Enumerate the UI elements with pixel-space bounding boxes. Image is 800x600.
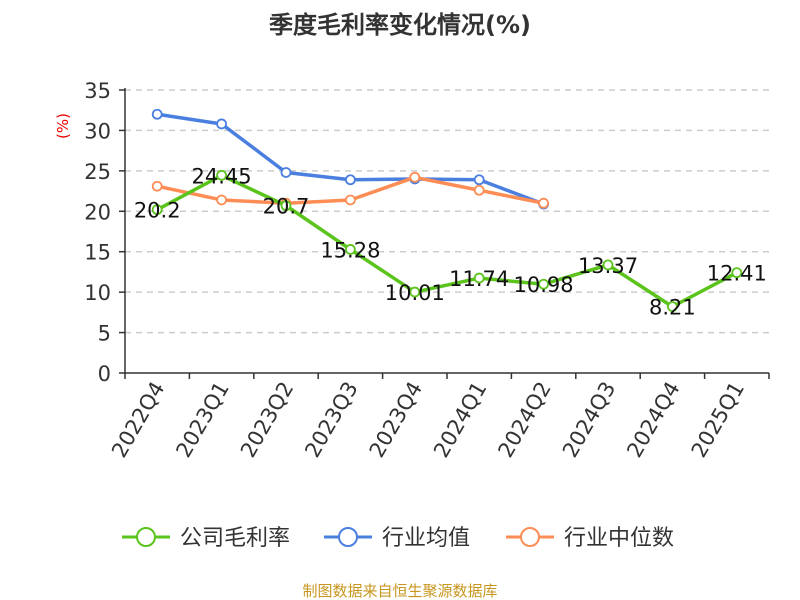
data-point — [151, 108, 163, 120]
data-point — [151, 204, 163, 216]
data-point — [216, 194, 228, 206]
data-label: 11.74 — [449, 267, 509, 291]
data-label: 20.2 — [134, 199, 181, 223]
y-tick-label: 5 — [98, 322, 111, 346]
legend-marker — [520, 527, 540, 547]
y-tick-label: 30 — [84, 119, 111, 143]
x-tick-label: 2023Q2 — [236, 378, 298, 462]
data-point — [473, 272, 485, 284]
data-point — [409, 286, 421, 298]
data-label: 13.37 — [578, 254, 638, 278]
x-tick-label: 2023Q4 — [365, 378, 427, 462]
data-label: 24.45 — [192, 164, 252, 188]
x-tick-label: 2023Q3 — [300, 378, 362, 462]
series-line-0 — [156, 173, 738, 309]
data-point — [538, 197, 549, 209]
data-label: 12.41 — [707, 262, 767, 286]
y-axis-label: (%) — [54, 113, 72, 139]
y-tick-label: 15 — [84, 241, 111, 265]
y-tick-label: 0 — [98, 362, 111, 386]
data-label: 15.28 — [320, 238, 380, 262]
data-label: 10.98 — [514, 273, 574, 297]
x-tick-label: 2022Q4 — [107, 378, 169, 462]
data-point — [602, 259, 614, 271]
data-point — [216, 118, 228, 130]
data-label: 20.7 — [263, 195, 310, 219]
data-point — [344, 194, 356, 206]
footer-source: 制图数据来自恒生聚源数据库 — [302, 582, 497, 600]
legend-label: 行业中位数 — [564, 526, 674, 551]
data-point — [409, 171, 421, 183]
data-point — [731, 267, 743, 279]
data-point — [344, 244, 356, 255]
data-point — [473, 174, 485, 186]
legend-label: 行业均值 — [382, 526, 470, 551]
x-tick-label: 2023Q1 — [171, 378, 233, 462]
x-tick-label: 2024Q3 — [558, 378, 620, 462]
data-point — [473, 184, 485, 196]
data-point — [344, 174, 356, 186]
data-point — [151, 180, 163, 192]
data-label: 8.21 — [649, 296, 696, 320]
x-tick-label: 2024Q4 — [622, 378, 684, 462]
legend-marker — [136, 527, 156, 547]
data-point — [538, 278, 549, 290]
data-point — [280, 167, 292, 178]
legend-label: 公司毛利率 — [180, 526, 290, 551]
data-point — [216, 169, 228, 181]
y-tick-label: 10 — [84, 281, 111, 305]
chart-title: 季度毛利率变化情况(%) — [269, 11, 531, 39]
x-tick-label: 2025Q1 — [687, 378, 749, 462]
data-point — [280, 200, 292, 212]
x-tick-label: 2024Q2 — [493, 378, 555, 462]
y-tick-label: 25 — [84, 160, 111, 184]
data-point — [667, 301, 678, 313]
x-tick-label: 2024Q1 — [429, 378, 491, 462]
y-tick-label: 20 — [84, 200, 111, 224]
y-tick-label: 35 — [84, 79, 111, 103]
legend-marker — [338, 527, 358, 547]
data-label: 10.01 — [385, 281, 445, 305]
